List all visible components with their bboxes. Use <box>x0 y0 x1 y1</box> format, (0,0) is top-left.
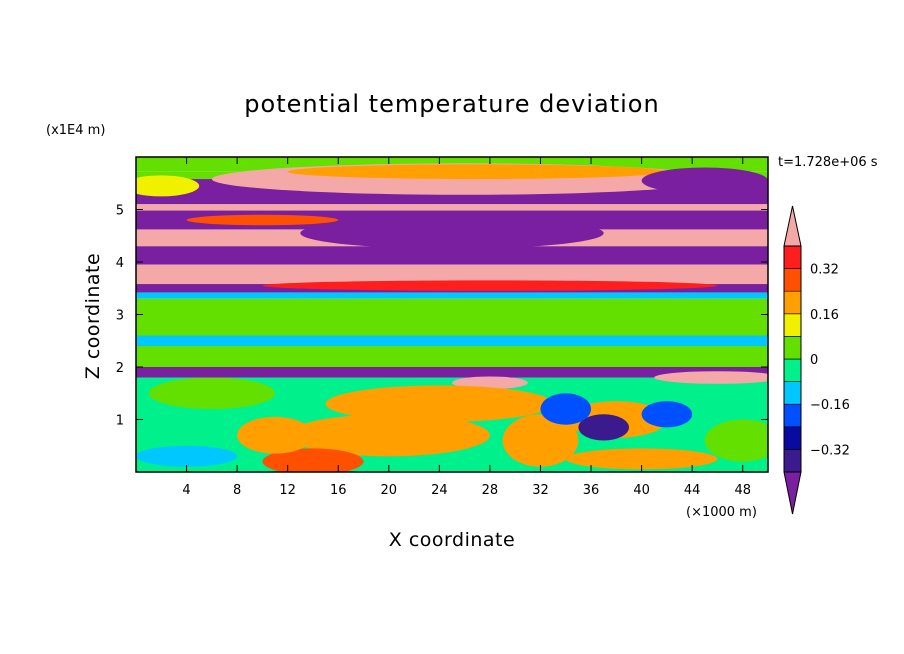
contour-region <box>237 416 313 454</box>
colorbar-swatch <box>783 268 802 292</box>
y-unit-label: (x1E4 m) <box>46 123 105 138</box>
contour-region <box>287 414 490 457</box>
y-tick-label: 3 <box>116 309 124 324</box>
colorbar-swatch <box>783 290 802 315</box>
x-tick-label: 40 <box>633 483 650 498</box>
x-tick-label: 4 <box>182 483 190 498</box>
x-tick-label: 20 <box>381 483 398 498</box>
x-tick-label: 48 <box>734 483 751 498</box>
contour-band <box>136 335 768 346</box>
colorbar: −0.32 −0.16 0 0.16 0.32 <box>783 205 850 515</box>
colorbar-swatch <box>783 336 802 360</box>
contour-band <box>136 204 768 211</box>
x-unit-label: (×1000 m) <box>686 505 757 520</box>
colorbar-tick-label: −0.32 <box>810 443 850 458</box>
contour-region <box>578 414 629 441</box>
contour-band <box>136 367 768 378</box>
x-axis-ticks: 4 8 12 16 20 24 28 32 36 40 44 48 <box>182 157 751 498</box>
colorbar-swatch <box>783 426 802 450</box>
contour-region <box>452 376 528 390</box>
contour-band <box>136 346 768 367</box>
contour-region <box>300 217 604 249</box>
colorbar-swatch <box>783 381 802 405</box>
colorbar-tick-label: −0.16 <box>810 398 850 413</box>
colorbar-extend-top <box>783 205 802 247</box>
contour-region <box>540 393 592 425</box>
y-tick-label: 4 <box>116 256 124 271</box>
contour-region <box>262 280 718 291</box>
x-tick-label: 24 <box>431 483 448 498</box>
contour-region <box>186 214 339 226</box>
y-axis-label: Z coordinate <box>82 253 104 379</box>
colorbar-swatch <box>783 245 802 269</box>
y-tick-label: 2 <box>116 361 124 376</box>
x-tick-label: 28 <box>482 483 499 498</box>
contour-region <box>641 167 768 194</box>
contour-region <box>136 445 238 467</box>
contour-region <box>654 371 768 384</box>
colorbar-swatch <box>783 313 802 337</box>
contour-band <box>136 298 768 336</box>
x-tick-label: 32 <box>532 483 549 498</box>
contour-region <box>565 448 718 470</box>
time-label: t=1.728e+06 s <box>778 155 878 170</box>
x-tick-label: 8 <box>233 483 241 498</box>
contour-band <box>136 292 768 299</box>
contour-band <box>136 264 768 285</box>
chart-title: potential temperature deviation <box>244 90 659 118</box>
contour-band <box>136 246 768 265</box>
colorbar-swatch <box>783 358 802 382</box>
colorbar-swatch <box>783 449 802 473</box>
x-tick-label: 36 <box>583 483 600 498</box>
contour-region <box>136 175 200 197</box>
colorbar-extend-bottom <box>783 471 802 515</box>
contour-region <box>325 385 554 423</box>
contour-region <box>641 401 693 428</box>
contour-region <box>502 414 579 467</box>
contour-region <box>287 164 667 180</box>
y-tick-label: 1 <box>116 414 124 429</box>
contour-region <box>148 377 276 409</box>
colorbar-tick-label: 0.16 <box>810 308 839 323</box>
colorbar-tick-label: 0.32 <box>810 263 839 278</box>
colorbar-swatch <box>783 403 802 428</box>
x-tick-label: 12 <box>279 483 296 498</box>
x-axis-label: X coordinate <box>389 529 515 551</box>
y-axis-ticks: 1 2 3 4 5 <box>116 204 768 429</box>
y-tick-label: 5 <box>116 204 124 219</box>
plot-area <box>135 156 769 473</box>
contour-region <box>704 419 768 462</box>
x-tick-label: 16 <box>330 483 347 498</box>
colorbar-tick-label: 0 <box>810 353 818 368</box>
colorbar-frame <box>783 245 802 473</box>
x-tick-label: 44 <box>684 483 701 498</box>
